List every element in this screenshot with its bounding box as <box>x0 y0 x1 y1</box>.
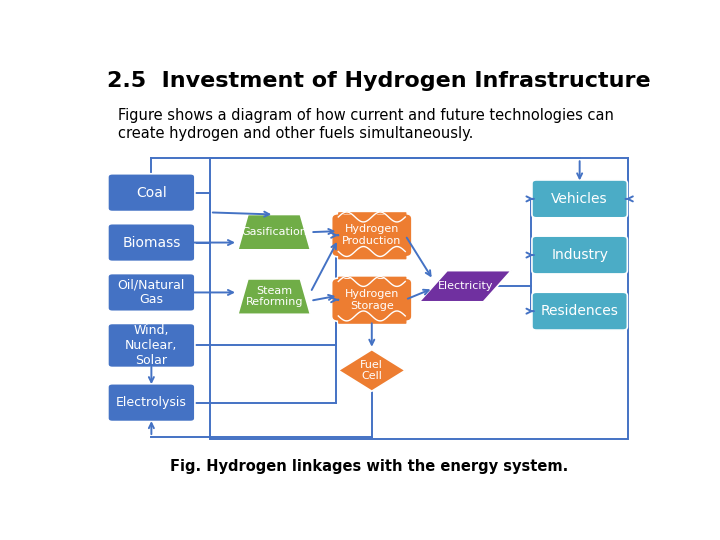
Text: Industry: Industry <box>551 248 608 262</box>
FancyBboxPatch shape <box>108 323 195 368</box>
FancyBboxPatch shape <box>108 274 195 312</box>
Text: Hydrogen
Storage: Hydrogen Storage <box>345 289 399 310</box>
Text: Wind,
Nuclear,
Solar: Wind, Nuclear, Solar <box>125 324 178 367</box>
Polygon shape <box>238 214 310 250</box>
Text: Hydrogen
Production: Hydrogen Production <box>342 225 402 246</box>
Text: Gasification: Gasification <box>241 227 307 237</box>
Polygon shape <box>338 349 405 391</box>
Text: 2.5  Investment of Hydrogen Infrastructure: 2.5 Investment of Hydrogen Infrastructur… <box>107 71 650 91</box>
Polygon shape <box>238 279 310 314</box>
FancyBboxPatch shape <box>332 214 412 257</box>
Text: Fig. Hydrogen linkages with the energy system.: Fig. Hydrogen linkages with the energy s… <box>170 460 568 474</box>
Text: Residences: Residences <box>541 304 618 318</box>
FancyBboxPatch shape <box>332 278 412 321</box>
FancyBboxPatch shape <box>108 384 195 422</box>
Text: Electrolysis: Electrolysis <box>116 396 186 409</box>
Bar <box>210 158 629 439</box>
Text: Vehicles: Vehicles <box>552 192 608 206</box>
Text: Figure shows a diagram of how current and future technologies can
create hydroge: Figure shows a diagram of how current an… <box>118 109 613 141</box>
Text: Steam
Reforming: Steam Reforming <box>246 286 303 307</box>
Text: Coal: Coal <box>136 186 167 200</box>
Text: Biomass: Biomass <box>122 235 181 249</box>
FancyBboxPatch shape <box>108 224 195 261</box>
FancyBboxPatch shape <box>532 292 627 330</box>
Polygon shape <box>419 271 511 302</box>
Text: Fuel
Cell: Fuel Cell <box>360 360 383 381</box>
Text: Electricity: Electricity <box>438 281 493 291</box>
Text: Oil/Natural
Gas: Oil/Natural Gas <box>117 279 185 307</box>
FancyBboxPatch shape <box>532 180 627 218</box>
FancyBboxPatch shape <box>108 174 195 212</box>
FancyBboxPatch shape <box>532 236 627 274</box>
